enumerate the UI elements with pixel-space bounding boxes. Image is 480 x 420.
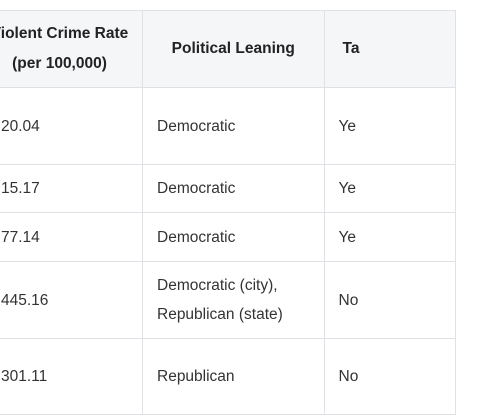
cell-third: No <box>323 261 457 339</box>
column-header-political-leaning: Political Leaning <box>142 10 325 88</box>
data-table: Violent Crime Rate (per 100,000) Politic… <box>0 10 457 415</box>
cell-crime-rate: 445.16 <box>0 261 143 339</box>
cell-political-leaning: Democratic <box>142 87 325 165</box>
table-row: 77.14 Democratic Ye <box>0 212 457 262</box>
table-row: 20.04 Democratic Ye <box>0 87 457 165</box>
table-row: 301.11 Republican No <box>0 338 457 415</box>
cell-political-leaning: Democratic <box>142 212 325 262</box>
cell-political-leaning: Democratic (city), Republican (state) <box>142 261 325 339</box>
cell-crime-rate: 15.17 <box>0 164 143 213</box>
column-header-crime-rate: Violent Crime Rate (per 100,000) <box>0 10 143 88</box>
cell-third: Ye <box>323 212 457 262</box>
cell-third: No <box>323 338 457 415</box>
cell-third: Ye <box>323 87 457 165</box>
cell-crime-rate: 301.11 <box>0 338 143 415</box>
table-body: 20.04 Democratic Ye 15.17 Democratic Ye … <box>0 87 457 415</box>
cell-crime-rate: 20.04 <box>0 87 143 165</box>
header-row: Violent Crime Rate (per 100,000) Politic… <box>0 10 457 88</box>
table-row: 445.16 Democratic (city), Republican (st… <box>0 261 457 339</box>
cell-crime-rate: 77.14 <box>0 212 143 262</box>
cell-political-leaning: Republican <box>142 338 325 415</box>
table-row: 15.17 Democratic Ye <box>0 164 457 213</box>
column-header-third: Ta <box>323 10 457 88</box>
cell-political-leaning: Democratic <box>142 164 325 213</box>
table-header: Violent Crime Rate (per 100,000) Politic… <box>0 10 457 88</box>
cell-third: Ye <box>323 164 457 213</box>
